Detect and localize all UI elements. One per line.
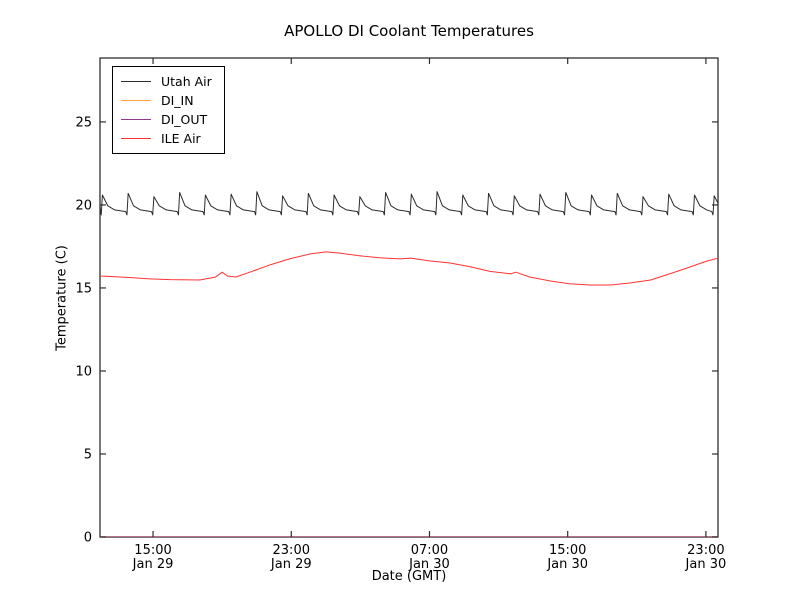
series-line-ile-air (100, 251, 718, 286)
legend-label: DI_OUT (161, 112, 208, 127)
x-tick-label-date: Jan 29 (132, 557, 174, 572)
y-tick-label: 0 (84, 531, 92, 546)
y-tick-label: 25 (75, 115, 92, 130)
legend-line-sample (121, 81, 151, 82)
legend-line-sample (121, 100, 151, 101)
legend-line-sample (121, 119, 151, 120)
legend-item-di-out: DI_OUT (121, 110, 212, 129)
x-tick-label-time: 23:00 (273, 543, 310, 558)
series-line-utah-air (100, 191, 718, 216)
legend-item-di-in: DI_IN (121, 91, 212, 110)
y-tick-label: 5 (84, 447, 92, 462)
y-tick-label: 15 (75, 281, 92, 296)
legend-label: ILE Air (161, 131, 201, 146)
x-tick-label-time: 15:00 (549, 543, 586, 558)
x-tick-label-date: Jan 30 (408, 557, 450, 572)
legend-item-ile-air: ILE Air (121, 129, 212, 148)
legend-line-sample (121, 138, 151, 139)
x-tick-label-time: 07:00 (411, 543, 448, 558)
x-tick-label-date: Jan 30 (685, 557, 727, 572)
y-tick-label: 20 (75, 198, 92, 213)
legend: Utah Air DI_IN DI_OUT ILE Air (112, 66, 225, 154)
legend-item-utah-air: Utah Air (121, 72, 212, 91)
x-axis-label: Date (GMT) (371, 569, 447, 584)
legend-label: DI_IN (161, 93, 194, 108)
x-tick-label-time: 15:00 (134, 543, 171, 558)
y-axis-label: Temperature (C) (54, 245, 70, 351)
legend-label: Utah Air (161, 74, 212, 89)
chart-title: APOLLO DI Coolant Temperatures (284, 22, 534, 40)
x-tick-label-time: 23:00 (687, 543, 724, 558)
x-tick-label-date: Jan 29 (270, 557, 312, 572)
y-tick-label: 10 (75, 364, 92, 379)
x-tick-label-date: Jan 30 (546, 557, 588, 572)
